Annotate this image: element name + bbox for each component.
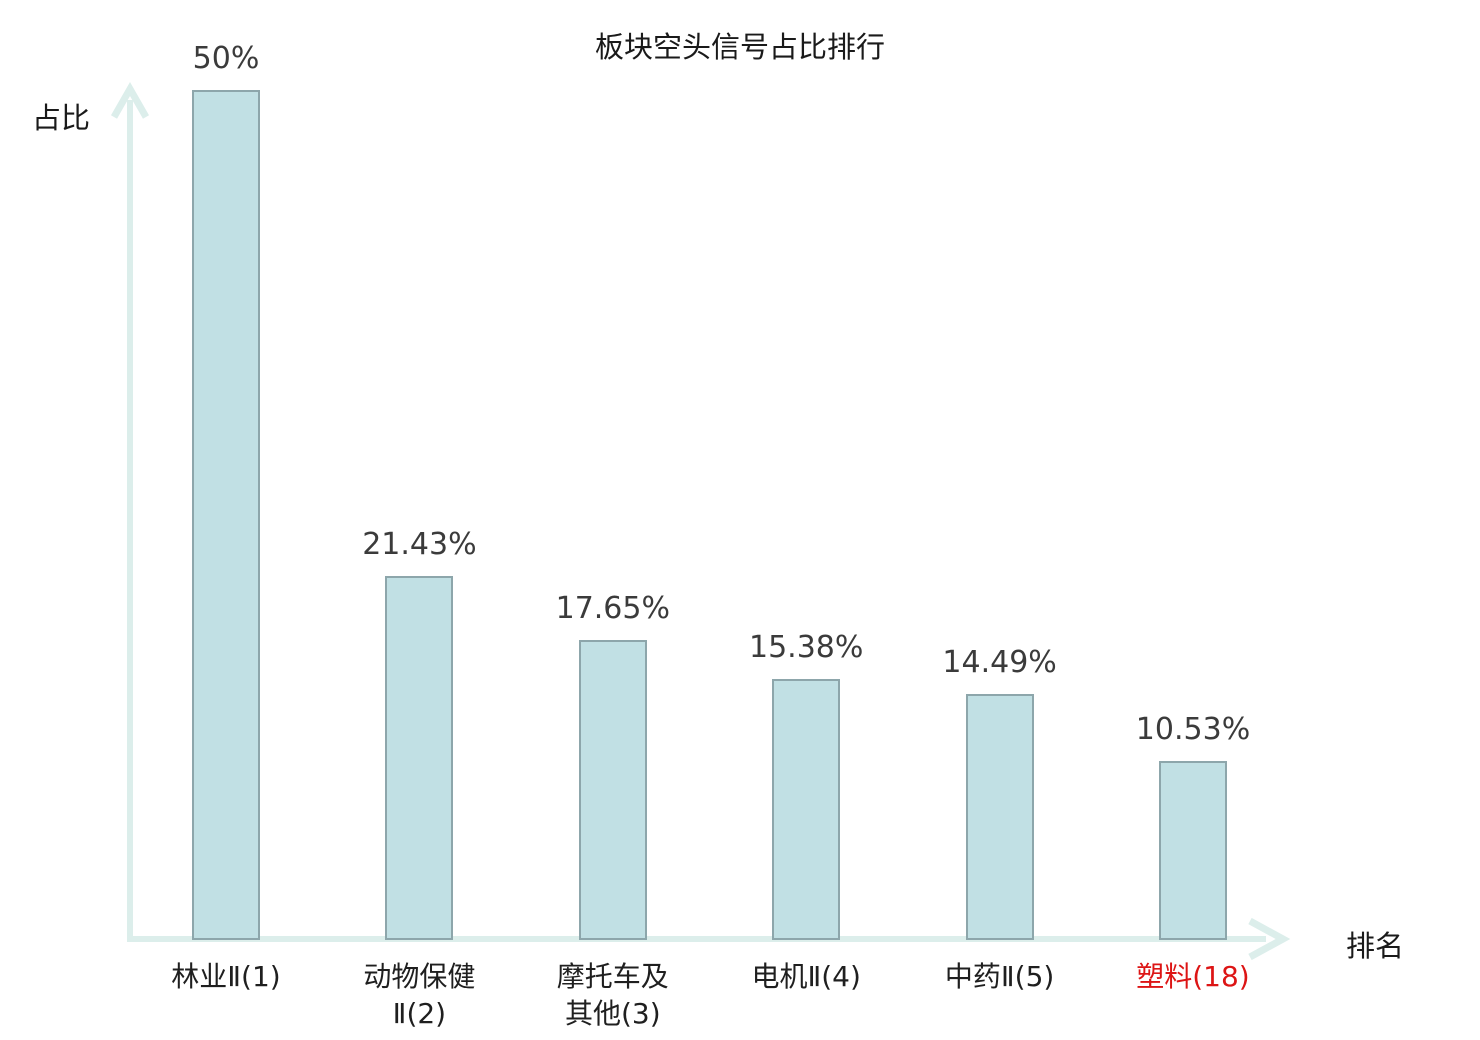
chart-title: 板块空头信号占比排行 (594, 30, 885, 64)
bar-category-label: 摩托车及 其他(3) (556, 960, 669, 1030)
y-axis-arrowhead-icon (110, 81, 150, 119)
bar-category-label: 动物保健 Ⅱ(2) (363, 960, 476, 1030)
x-axis-label: 排名 (1346, 929, 1405, 963)
bar-value-label: 50% (192, 41, 260, 76)
y-axis-label: 占比 (32, 101, 91, 135)
bar (965, 693, 1034, 940)
bar-category-label: 塑料(18) (1136, 960, 1250, 993)
bar-category-label: 电机Ⅱ(4) (751, 960, 861, 993)
bar (772, 678, 841, 940)
bar-value-label: 15.38% (748, 629, 864, 665)
bar-category-label: 林业Ⅱ(1) (171, 960, 281, 993)
bar-value-label: 10.53% (1135, 711, 1251, 747)
bar-category-label: 中药Ⅱ(5) (944, 960, 1055, 993)
x-axis-arrowhead-icon (1248, 917, 1291, 961)
bar (578, 639, 647, 940)
bar-value-label: 21.43% (362, 526, 477, 562)
bar (192, 90, 260, 940)
bar-value-label: 14.49% (942, 644, 1057, 680)
bar-value-label: 17.65% (555, 590, 670, 626)
bar (385, 575, 454, 940)
bar (1159, 760, 1227, 940)
